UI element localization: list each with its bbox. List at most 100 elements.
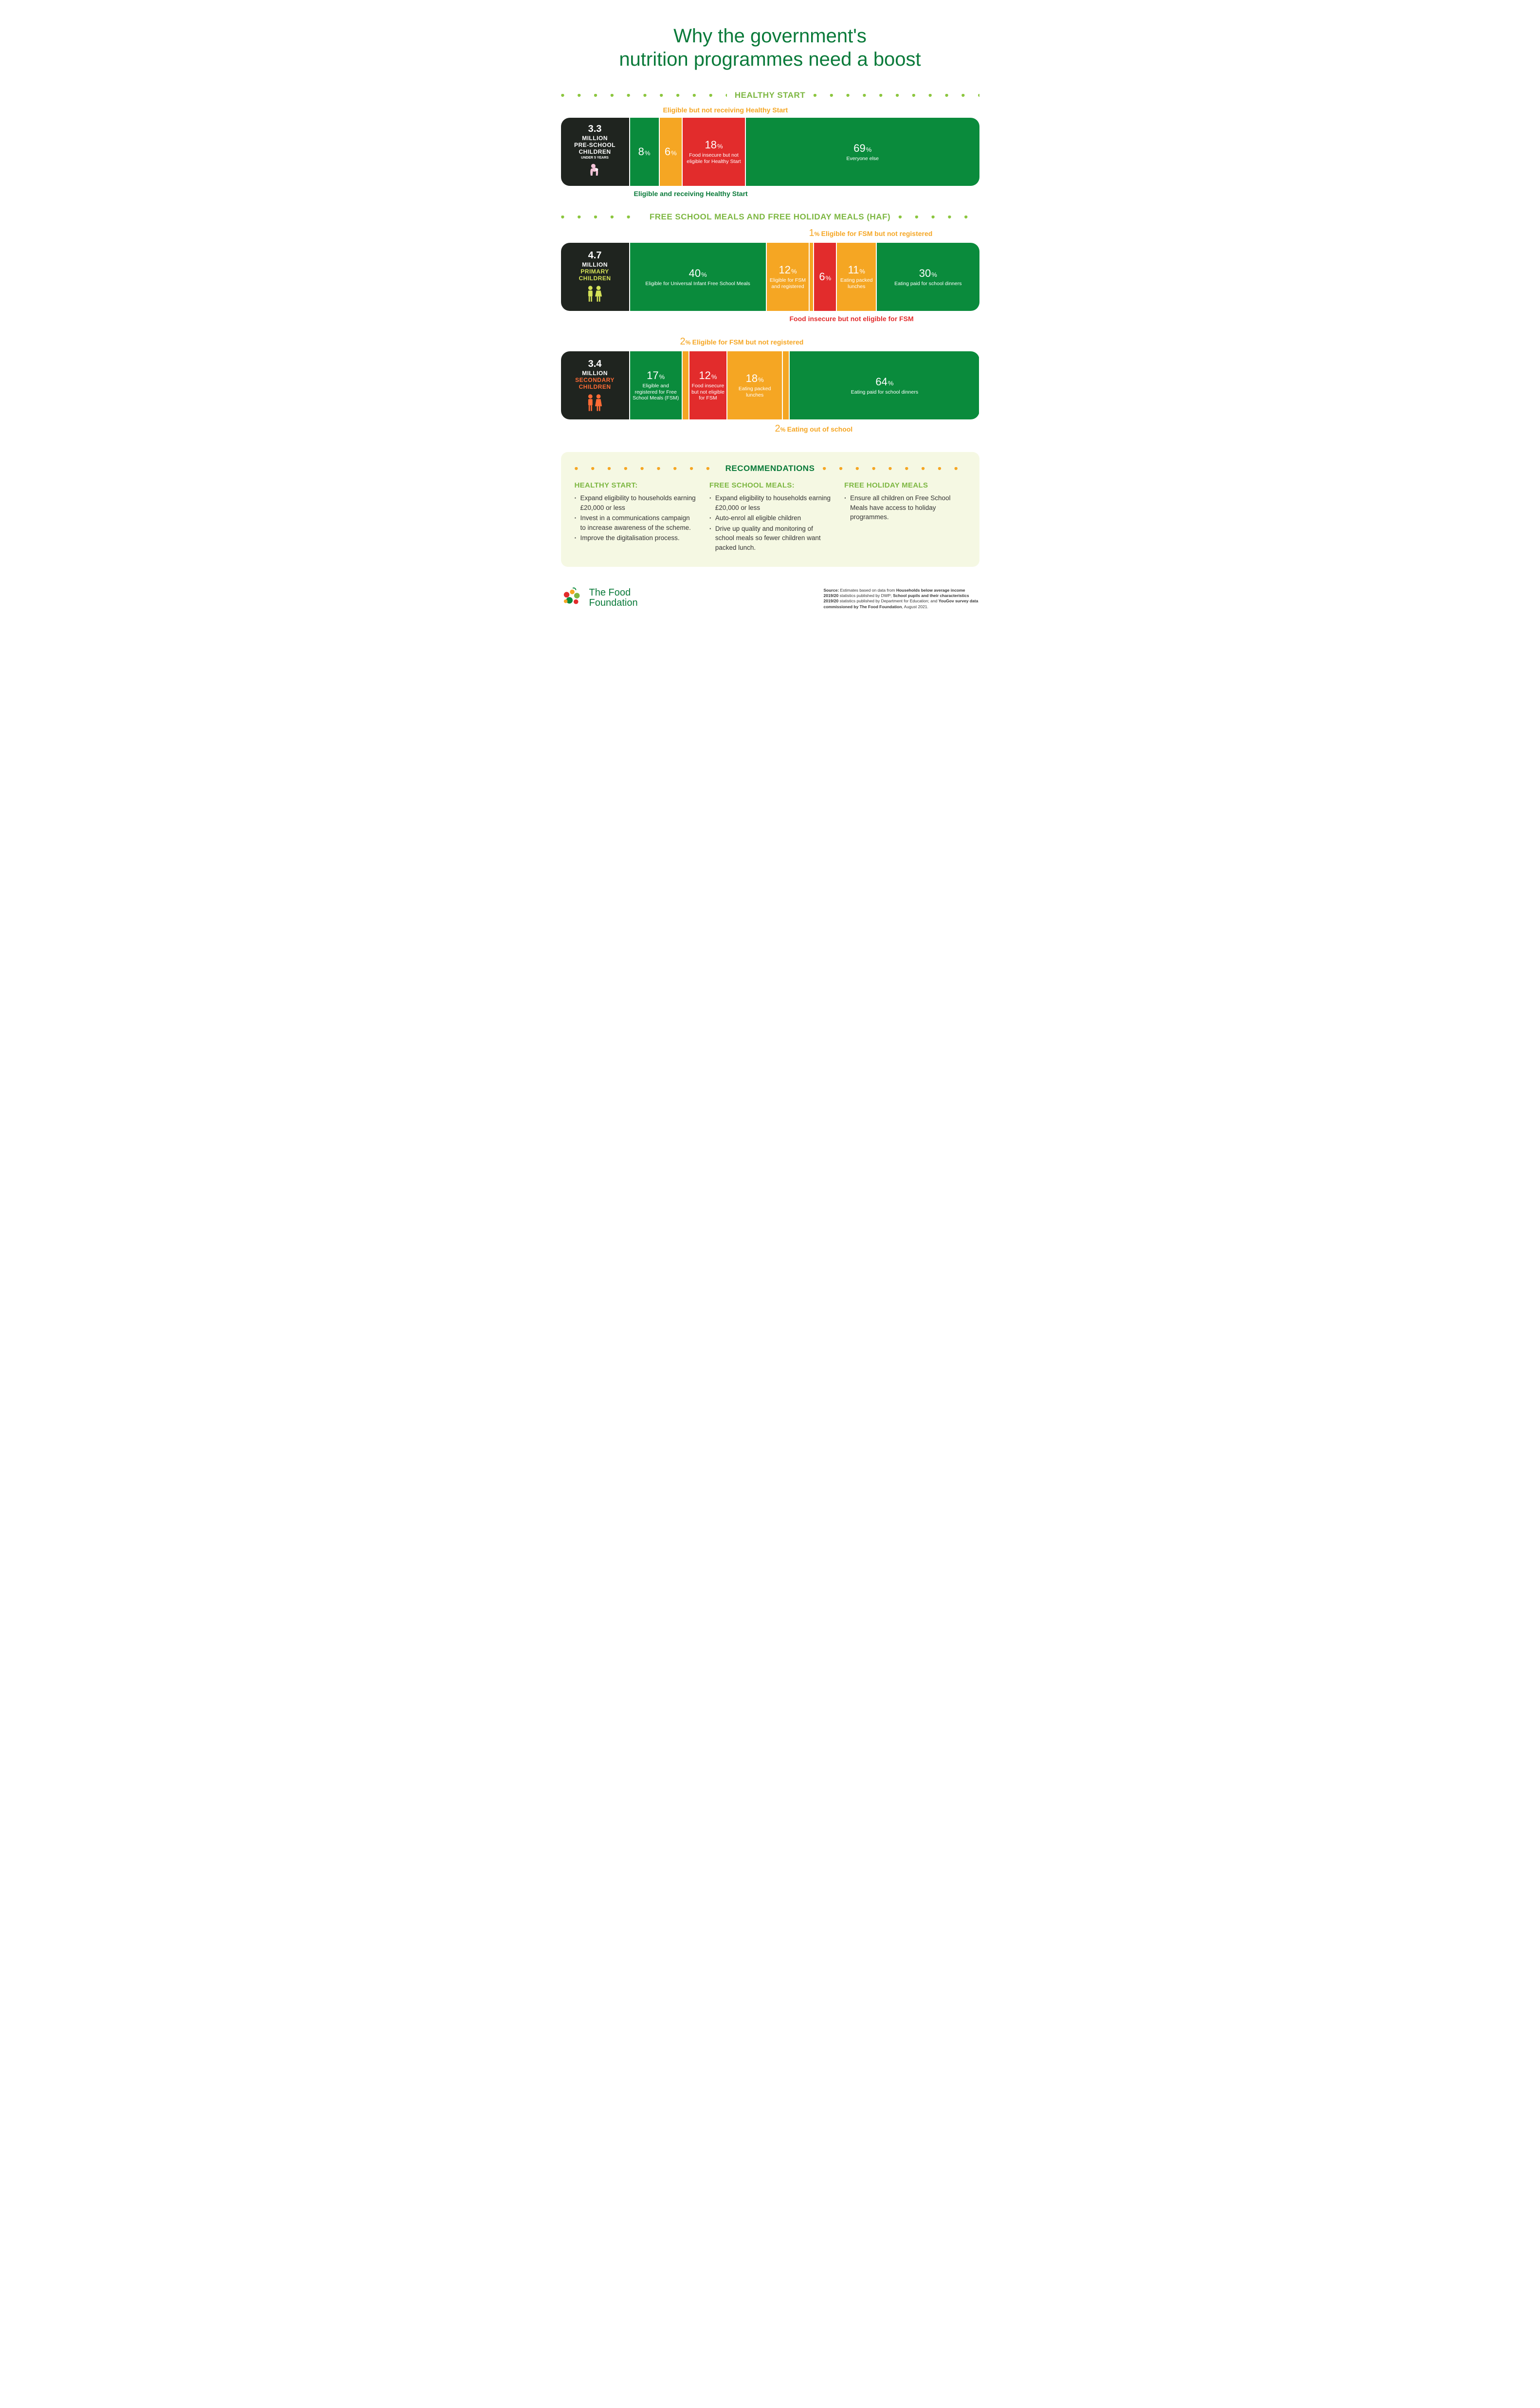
recs-item: Improve the digitalisation process. [575, 533, 696, 543]
recs-item: Auto-enrol all eligible children [709, 513, 831, 523]
secondary-chart: 3.4 MILLION SECONDARY CHILDREN 17%Eligib… [561, 351, 979, 419]
fsm-header-text: FREE SCHOOL MEALS AND FREE HOLIDAY MEALS… [650, 212, 890, 222]
dots-right: • • • • • • • • • • • • • • • • • • • • … [813, 94, 979, 97]
recs-column: HEALTHY START: Expand eligibility to hous… [575, 481, 696, 553]
segment-percentage: 64% [875, 376, 893, 388]
segment-label: Food insecure but not eligible for Healt… [685, 152, 743, 164]
segment-percentage: 8% [638, 145, 651, 158]
segment-label: Eating packed lunches [839, 277, 874, 290]
hs-group: PRE-SCHOOL CHILDREN [565, 142, 625, 155]
segment-percentage: 40% [689, 267, 707, 280]
recs-list: Expand eligibility to households earning… [709, 493, 831, 552]
recs-item: Drive up quality and monitoring of schoo… [709, 524, 831, 553]
logo-line-1: The Food [589, 587, 631, 598]
segment-label: Eligible and registered for Free School … [632, 383, 679, 401]
recs-column: FREE SCHOOL MEALS: Expand eligibility to … [709, 481, 831, 553]
primary-chart: 4.7 MILLION PRIMARY CHILDREN 40%Eligible… [561, 243, 979, 311]
footer: The Food Foundation Source: Estimates ba… [561, 586, 979, 610]
secondary-bottom-annotation: 2% Eating out of school [561, 423, 979, 435]
hs-label-box: 3.3 MILLION PRE-SCHOOL CHILDREN UNDER 5 … [561, 118, 629, 186]
parent-child-icon [586, 163, 604, 180]
bar-segment: 6% [660, 118, 683, 186]
bar-segment: 11%Eating packed lunches [837, 243, 877, 311]
recommendations-box: • • • • • • • • • • • • • • • • • • • • … [561, 452, 979, 567]
secondary-kids-icon [584, 393, 606, 413]
bar-segment: 8% [630, 118, 660, 186]
segment-percentage: 12% [779, 264, 797, 276]
secondary-bar: 17%Eligible and registered for Free Scho… [630, 351, 979, 419]
segment-percentage: 11% [848, 264, 865, 276]
healthy-start-header-text: HEALTHY START [735, 91, 805, 100]
segment-percentage: 18% [746, 372, 764, 385]
segment-percentage: 12% [699, 369, 717, 382]
title-line-2: nutrition programmes need a boost [619, 49, 921, 70]
segment-label: Eating packed lunches [730, 386, 780, 398]
recs-item: Expand eligibility to households earning… [575, 493, 696, 512]
segment-label: Eligible for FSM and registered [769, 277, 807, 290]
logo-icon [561, 586, 584, 610]
fsm-header: • • • • • • • • • • • • • • • • • • • • … [561, 212, 979, 222]
bar-segment: 12%Food insecure but not eligible for FS… [689, 351, 727, 419]
logo-text: The Food Foundation [589, 588, 638, 608]
recs-list: Ensure all children on Free School Meals… [844, 493, 965, 522]
hs-top-annotation: Eligible but not receiving Healthy Start [561, 106, 979, 114]
dots-left: • • • • • • • • • • • • • • • • • • • • … [561, 216, 642, 218]
title-line-1: Why the government's [673, 25, 867, 47]
bar-segment [810, 243, 814, 311]
bar-segment: 6% [814, 243, 837, 311]
bar-segment: 12%Eligible for FSM and registered [767, 243, 810, 311]
bar-segment: 64%Eating paid for school dinners [790, 351, 979, 419]
recs-item: Invest in a communications campaign to i… [575, 513, 696, 532]
recs-column-title: HEALTHY START: [575, 481, 696, 489]
secondary-label-box: 3.4 MILLION SECONDARY CHILDREN [561, 351, 629, 419]
dots-right: • • • • • • • • • • • • • • • • • • • • … [898, 216, 979, 218]
dots-left: • • • • • • • • • • • • • • • • • • • • … [575, 467, 718, 470]
segment-percentage: 6% [665, 145, 677, 158]
primary-unit: MILLION [582, 261, 608, 268]
primary-label-box: 4.7 MILLION PRIMARY CHILDREN [561, 243, 629, 311]
segment-label: Eating paid for school dinners [851, 389, 918, 396]
dots-left: • • • • • • • • • • • • • • • • • • • • … [561, 94, 727, 97]
bar-segment: 17%Eligible and registered for Free Scho… [630, 351, 683, 419]
dots-right: • • • • • • • • • • • • • • • • • • • • … [822, 467, 965, 470]
bar-segment: 18%Food insecure but not eligible for He… [683, 118, 746, 186]
hs-bar: 8% 6% 18%Food insecure but not eligible fo… [630, 118, 979, 186]
primary-kids-icon [584, 285, 606, 304]
segment-percentage: 6% [819, 271, 831, 283]
secondary-top-annotation: 2% Eligible for FSM but not registered [561, 336, 979, 347]
page-title: Why the government's nutrition programme… [561, 24, 979, 71]
primary-group: PRIMARY CHILDREN [565, 268, 625, 282]
recs-header-text: RECOMMENDATIONS [725, 464, 815, 473]
hs-bottom-annotation: Eligible and receiving Healthy Start [561, 190, 979, 198]
segment-label: Everyone else [846, 156, 879, 162]
segment-label: Eligible for Universal Infant Free Schoo… [645, 281, 750, 287]
segment-percentage: 18% [705, 139, 723, 151]
source-text: Source: Estimates based on data from Hou… [824, 588, 979, 610]
recs-column: FREE HOLIDAY MEALSEnsure all children on… [844, 481, 965, 553]
recs-header: • • • • • • • • • • • • • • • • • • • • … [575, 464, 966, 473]
recs-column-title: FREE SCHOOL MEALS: [709, 481, 831, 489]
healthy-start-header: • • • • • • • • • • • • • • • • • • • • … [561, 91, 979, 100]
recs-list: Expand eligibility to households earning… [575, 493, 696, 543]
recs-item: Expand eligibility to households earning… [709, 493, 831, 512]
segment-label: Food insecure but not eligible for FSM [691, 383, 725, 401]
segment-percentage: 69% [853, 142, 871, 155]
secondary-group: SECONDARY CHILDREN [565, 377, 625, 390]
primary-top-annotation: 1% Eligible for FSM but not registered [561, 228, 979, 239]
secondary-count: 3.4 [588, 359, 602, 370]
hs-unit: MILLION [582, 135, 608, 142]
segment-label: Eating paid for school dinners [894, 281, 961, 287]
logo: The Food Foundation [561, 586, 638, 610]
primary-count: 4.7 [588, 250, 602, 261]
recs-columns: HEALTHY START: Expand eligibility to hous… [575, 481, 966, 553]
healthy-start-chart: 3.3 MILLION PRE-SCHOOL CHILDREN UNDER 5 … [561, 118, 979, 186]
segment-percentage: 30% [919, 267, 937, 280]
hs-sub: UNDER 5 YEARS [581, 156, 609, 160]
bar-segment: 18%Eating packed lunches [727, 351, 783, 419]
recs-item: Ensure all children on Free School Meals… [844, 493, 965, 522]
bar-segment: 30%Eating paid for school dinners [877, 243, 979, 311]
hs-count: 3.3 [588, 124, 602, 135]
bar-segment [683, 351, 689, 419]
logo-line-2: Foundation [589, 597, 638, 608]
primary-bottom-annotation: Food insecure but not eligible for FSM [561, 315, 979, 323]
